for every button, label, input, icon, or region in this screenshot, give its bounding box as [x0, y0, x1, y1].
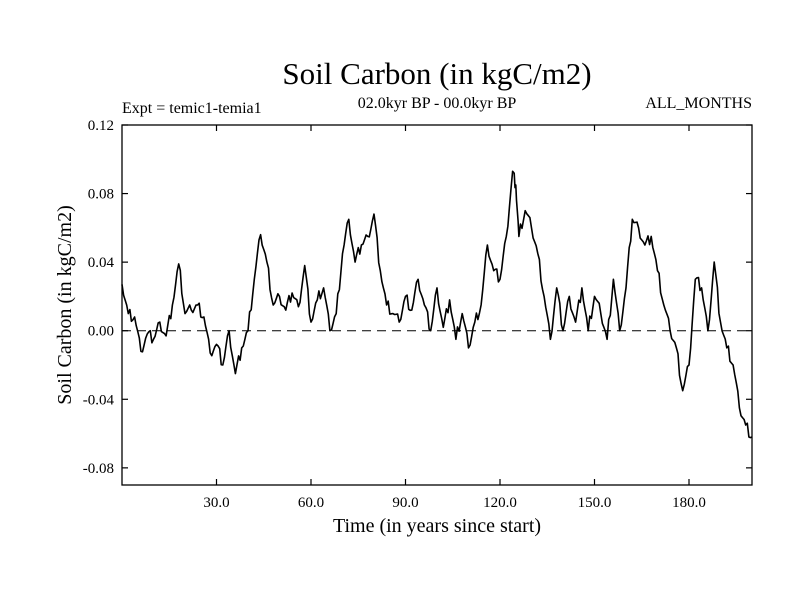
y-tick-label: -0.04 — [83, 392, 115, 408]
plot-frame — [121, 124, 753, 486]
y-axis-label: Soil Carbon (in kgC/m2) — [54, 205, 76, 404]
y-tick-label: 0.00 — [88, 324, 114, 340]
x-tick-label: 60.0 — [298, 495, 324, 511]
period-label: 02.0kyr BP - 00.0kyr BP — [358, 95, 517, 112]
y-tick-label: 0.12 — [88, 118, 114, 134]
months-label: ALL_MONTHS — [645, 95, 752, 112]
x-axis: 30.0 60.0 90.0 120.0 150.0 180.0 — [203, 125, 706, 511]
x-tick-label: 180.0 — [672, 495, 706, 511]
x-axis-label: Time (in years since start) — [333, 515, 541, 537]
x-tick-label: 150.0 — [578, 495, 612, 511]
chart-title: Soil Carbon (in kgC/m2) — [282, 56, 591, 91]
y-axis: -0.08 -0.04 0.00 0.04 0.08 0.12 — [83, 118, 752, 477]
experiment-label: Expt = temic1-temia1 — [122, 100, 262, 117]
soil-carbon-series-line — [121, 170, 753, 439]
x-tick-label: 90.0 — [392, 495, 418, 511]
x-tick-label: 120.0 — [483, 495, 517, 511]
y-tick-label: -0.08 — [83, 461, 114, 477]
y-tick-label: 0.08 — [88, 187, 114, 203]
y-tick-label: 0.04 — [88, 255, 115, 271]
x-tick-label: 30.0 — [203, 495, 229, 511]
